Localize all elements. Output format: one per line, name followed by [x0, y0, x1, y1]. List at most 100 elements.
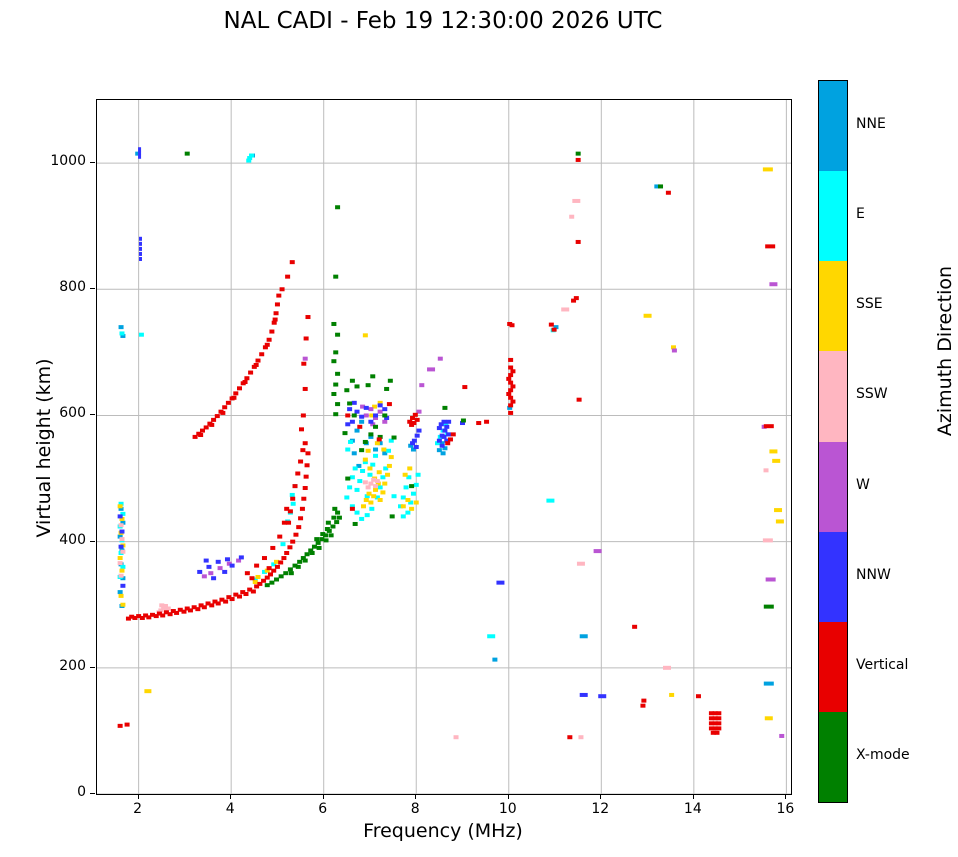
- data-point-ssw: [572, 198, 581, 203]
- data-point-nne: [408, 443, 414, 448]
- data-point-x-mode: [330, 524, 336, 529]
- data-point-vertical: [201, 605, 207, 610]
- data-point-vertical: [712, 711, 718, 716]
- data-point-nne: [135, 151, 141, 156]
- data-point-e: [398, 504, 404, 509]
- data-point-e: [249, 153, 255, 158]
- data-point-sse: [367, 466, 373, 471]
- data-point-vertical: [716, 726, 722, 731]
- data-point-vertical: [276, 293, 282, 298]
- data-point-nnw: [138, 256, 142, 261]
- data-point-nnw: [138, 246, 142, 251]
- data-point-sse: [381, 447, 387, 452]
- data-point-e: [289, 492, 295, 497]
- data-point-sse: [368, 500, 374, 505]
- data-point-x-mode: [333, 274, 339, 279]
- data-point-e: [400, 514, 406, 519]
- data-point-vertical: [548, 322, 554, 327]
- data-point-nne: [354, 428, 360, 433]
- data-point-vertical: [510, 399, 516, 404]
- data-point-nnw: [349, 419, 355, 424]
- data-point-e: [354, 510, 360, 515]
- data-point-sse: [376, 470, 382, 475]
- data-point-vertical: [225, 400, 231, 405]
- data-point-w: [769, 282, 778, 287]
- data-point-ssw: [165, 606, 171, 611]
- data-point-vertical: [298, 459, 304, 464]
- colorbar-segment-sse: [819, 261, 847, 352]
- data-point-e: [380, 475, 386, 480]
- data-point-sse: [400, 504, 406, 509]
- x-tick-label: 16: [776, 801, 795, 817]
- data-point-e: [369, 506, 375, 511]
- colorbar-segment-ssw: [819, 351, 847, 442]
- data-point-vertical: [305, 315, 311, 320]
- data-point-vertical: [476, 421, 482, 426]
- data-point-w: [427, 367, 436, 372]
- data-point-sse: [385, 472, 391, 477]
- data-point-vertical: [143, 613, 149, 618]
- data-point-sse: [374, 441, 380, 446]
- data-point-ssw: [159, 603, 165, 608]
- colorbar-segment-e: [819, 171, 847, 262]
- data-point-vertical: [303, 336, 309, 341]
- data-point-e: [349, 504, 355, 509]
- data-point-nnw: [211, 576, 217, 581]
- data-point-vertical: [259, 352, 265, 357]
- data-point-x-mode: [365, 383, 371, 388]
- data-point-vertical: [708, 716, 714, 721]
- data-point-nne: [117, 534, 123, 539]
- data-point-vertical: [506, 392, 512, 397]
- data-point-w: [437, 356, 443, 361]
- data-point-sse: [373, 487, 379, 492]
- data-point-e: [408, 500, 414, 505]
- colorbar-segment-nnw: [819, 531, 847, 622]
- colorbar-segment-x-mode: [819, 711, 847, 802]
- data-point-nnw: [446, 432, 452, 437]
- data-point-vertical: [293, 532, 299, 537]
- data-point-sse: [643, 313, 652, 318]
- data-point-vertical: [508, 395, 514, 400]
- data-point-x-mode: [333, 350, 339, 355]
- data-point-w: [236, 558, 242, 563]
- x-tick-mark: [137, 794, 139, 799]
- data-point-w: [593, 549, 602, 554]
- data-point-vertical: [214, 414, 220, 419]
- data-point-sse: [402, 472, 408, 477]
- data-point-vertical: [174, 610, 180, 615]
- colorbar-label-x-mode: X-mode: [856, 746, 910, 763]
- data-point-vertical: [281, 556, 287, 561]
- data-point-nnw: [438, 422, 444, 427]
- data-point-ssw: [374, 479, 380, 484]
- data-point-vertical: [254, 584, 260, 589]
- data-point-vertical: [407, 419, 413, 424]
- data-point-nne: [120, 333, 126, 338]
- data-point-vertical: [222, 405, 228, 410]
- data-point-x-mode: [368, 432, 374, 437]
- data-point-nne: [436, 448, 442, 453]
- data-point-vertical: [287, 509, 293, 514]
- data-point-e: [246, 158, 252, 163]
- data-point-vertical: [695, 694, 701, 699]
- data-point-vertical: [575, 239, 581, 244]
- data-point-vertical: [163, 610, 169, 615]
- data-point-nnw: [410, 441, 416, 446]
- colorbar-segment-nne: [819, 81, 847, 172]
- data-point-sse: [405, 497, 411, 502]
- data-point-vertical: [244, 376, 250, 381]
- data-point-vertical: [255, 358, 261, 363]
- data-point-vertical: [272, 317, 278, 322]
- x-tick-label: 10: [498, 801, 517, 817]
- data-point-vertical: [153, 614, 159, 619]
- data-point-vertical: [665, 190, 671, 195]
- data-point-w: [419, 383, 425, 388]
- data-point-sse: [120, 602, 126, 607]
- data-point-ssw: [373, 484, 379, 489]
- data-point-vertical: [510, 369, 516, 374]
- data-point-x-mode: [387, 378, 393, 383]
- data-point-nne: [373, 447, 379, 452]
- x-tick-mark: [785, 794, 787, 799]
- data-point-w: [377, 409, 383, 414]
- data-point-vertical: [139, 615, 145, 620]
